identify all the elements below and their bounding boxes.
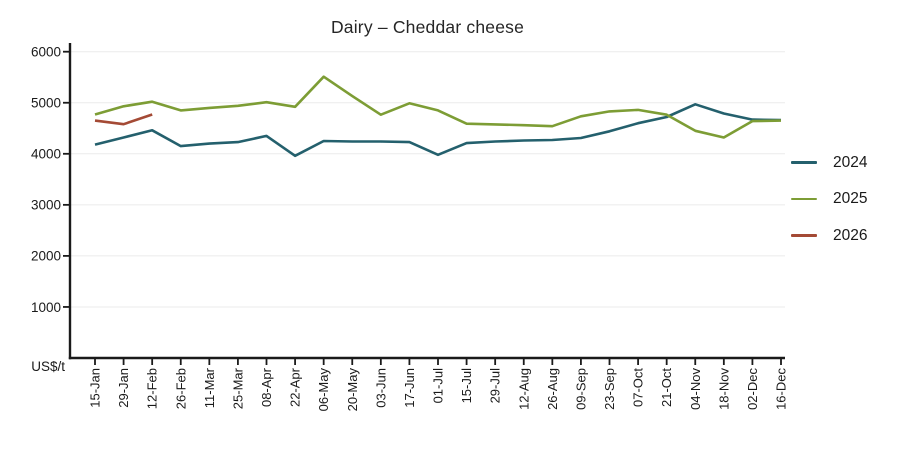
legend-item-2025: 2025 [791,190,896,208]
x-tick-label-12-Feb: 12-Feb [145,368,160,409]
x-tick-label-06-May: 06-May [316,368,331,412]
y-tick-label-5000: 5000 [31,96,61,111]
legend-label-2025: 2025 [833,190,868,207]
legend-label-2026: 2026 [833,226,868,244]
x-tick-label-16-Dec: 16-Dec [774,368,789,410]
x-tick-label-04-Nov: 04-Nov [688,368,703,410]
legend-item-2024: 2024 [791,154,896,171]
legend-label-2024: 2024 [833,153,868,171]
x-tick-label-26-Aug: 26-Aug [545,368,560,410]
legend-swatch-2025 [791,197,817,201]
y-tick-label-1000: 1000 [31,300,61,315]
chart-legend: 2024 2025 2026 [791,154,896,264]
x-tick-label-12-Aug: 12-Aug [516,368,531,410]
x-tick-label-23-Sep: 23-Sep [602,368,617,410]
x-tick-label-29-Jan: 29-Jan [116,368,131,408]
x-tick-label-15-Jan: 15-Jan [88,368,103,408]
x-tick-label-18-Nov: 18-Nov [716,368,731,410]
y-tick-label-3000: 3000 [31,198,61,213]
series-line-2024 [94,103,782,158]
x-tick-label-02-Dec: 02-Dec [745,368,760,410]
series-line-2026 [94,113,153,126]
x-tick-label-11-Mar: 11-Mar [202,367,217,408]
x-tick-label-15-Jul: 15-Jul [459,368,474,404]
y-tick-label-6000: 6000 [31,45,61,60]
x-tick-label-17-Jun: 17-Jun [402,368,417,408]
legend-item-2026: 2026 [791,227,896,244]
x-tick-label-03-Jun: 03-Jun [373,368,388,408]
x-tick-label-21-Oct: 21-Oct [659,368,674,407]
x-tick-label-29-Jul: 29-Jul [488,368,503,404]
y-tick-label-4000: 4000 [31,147,61,162]
legend-swatch-2024 [791,161,817,164]
x-tick-label-08-Apr: 08-Apr [259,367,274,407]
x-tick-label-07-Oct: 07-Oct [631,368,646,407]
y-tick-label-2000: 2000 [31,249,61,264]
legend-swatch-2026 [791,234,817,237]
x-tick-label-22-Apr: 22-Apr [288,367,303,407]
x-tick-label-09-Sep: 09-Sep [573,368,588,410]
x-tick-label-20-May: 20-May [345,368,360,412]
series-line-2025 [94,75,782,139]
y-axis-unit-label: US$/t [31,359,65,374]
x-tick-label-26-Feb: 26-Feb [173,368,188,409]
x-tick-label-01-Jul: 01-Jul [431,368,446,404]
chart-title: Dairy – Cheddar cheese [330,17,525,37]
x-tick-label-25-Mar: 25-Mar [230,367,245,409]
